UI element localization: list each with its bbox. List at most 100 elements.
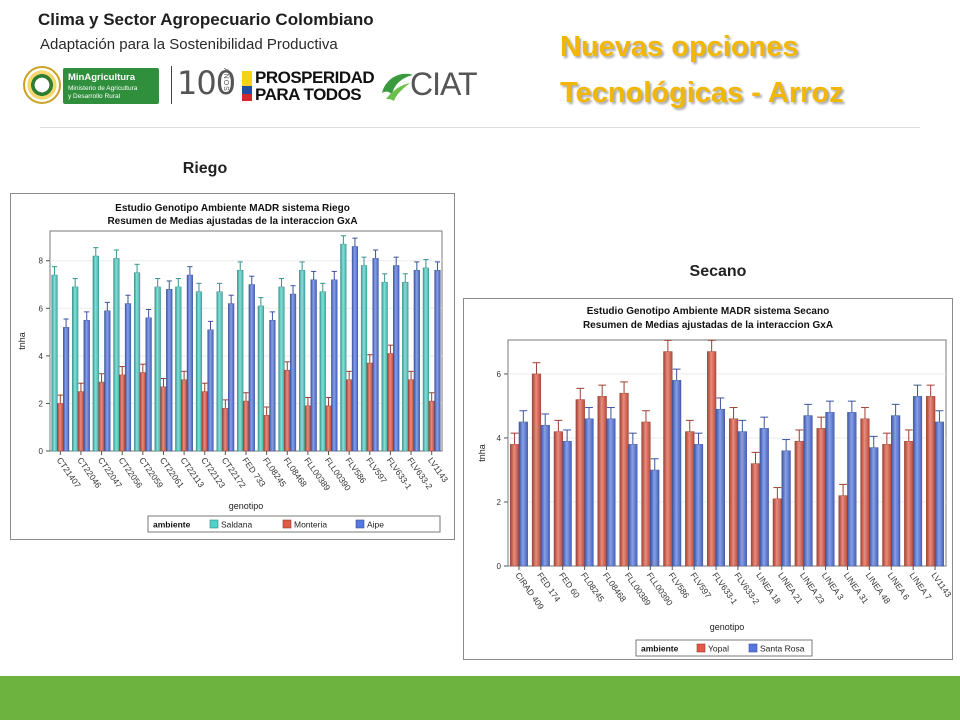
- bar-aipe: [413, 270, 420, 452]
- bar-monteria: [222, 407, 229, 452]
- minagri-line2: Ministerio de Agricultura: [68, 85, 138, 92]
- logo-divider: [171, 66, 172, 104]
- bar-santa-rosa: [540, 424, 550, 567]
- chart-title: Estudio Genotipo Ambiente MADR sistema S…: [587, 306, 829, 317]
- bar-aipe: [248, 284, 255, 452]
- bar-monteria: [366, 362, 373, 452]
- legend-item-label: Saldana: [221, 520, 252, 530]
- bar-saldana: [175, 286, 182, 452]
- chart-subtitle: Resumen de Medias ajustadas de la intera…: [583, 320, 833, 331]
- bar-yopal: [531, 373, 542, 567]
- bar-santa-rosa: [518, 421, 528, 567]
- bar-aipe: [331, 279, 338, 452]
- legend-swatch: [355, 519, 365, 529]
- bar-monteria: [242, 400, 250, 452]
- y-tick-label: 0: [39, 447, 44, 456]
- y-tick-label: 6: [497, 370, 502, 379]
- y-axis-label: tnha: [17, 332, 27, 350]
- bar-yopal: [641, 421, 651, 567]
- legend-title: ambiente: [153, 520, 191, 530]
- bar-monteria: [98, 381, 105, 452]
- prosperidad-line1: PROSPERIDAD: [255, 68, 375, 87]
- bar-aipe: [289, 293, 297, 452]
- legend-box: [635, 639, 813, 657]
- y-axis-label: tnha: [477, 444, 487, 462]
- minagricultura-logo: MinAgricultura Ministerio de Agricultura…: [63, 68, 159, 104]
- bar-santa-rosa: [650, 469, 660, 567]
- ciat-leaf-icon: [382, 73, 413, 101]
- bar-saldana: [154, 286, 161, 452]
- bar-monteria: [160, 386, 167, 452]
- bar-yopal: [597, 396, 607, 567]
- bar-yopal: [772, 498, 782, 567]
- bar-monteria: [407, 379, 415, 452]
- bar-saldana: [299, 270, 306, 452]
- bar-saldana: [216, 291, 223, 452]
- bar-santa-rosa: [912, 396, 923, 567]
- legend-title: ambiente: [641, 644, 679, 654]
- bar-aipe: [166, 289, 173, 452]
- bar-santa-rosa: [759, 428, 769, 567]
- bar-aipe: [228, 303, 235, 452]
- y-tick-label: 4: [497, 434, 502, 443]
- legend-item-label: Santa Rosa: [760, 644, 805, 654]
- bar-monteria: [304, 405, 311, 452]
- slide-title-line1: Nuevas opciones: [560, 31, 799, 63]
- bar-aipe: [434, 270, 441, 452]
- coat-of-arms-seal-icon: [23, 66, 61, 104]
- bar-saldana: [51, 274, 58, 452]
- y-tick-label: 8: [39, 257, 44, 266]
- bar-saldana: [237, 270, 244, 452]
- bar-santa-rosa: [825, 412, 835, 567]
- bar-yopal: [553, 431, 563, 567]
- bar-saldana: [113, 258, 120, 452]
- bar-aipe: [351, 246, 359, 452]
- bar-monteria: [57, 403, 64, 452]
- legend-item-label: Yopal: [708, 644, 729, 654]
- ciat-wordmark: CIAT: [410, 66, 478, 102]
- bar-yopal: [663, 351, 673, 567]
- legend-swatch: [282, 519, 292, 529]
- bar-santa-rosa: [628, 444, 638, 567]
- bar-yopal: [838, 495, 848, 567]
- bar-saldana: [72, 286, 79, 452]
- bar-aipe: [372, 258, 379, 452]
- x-axis-label: genotipo: [229, 501, 264, 511]
- bar-yopal: [707, 351, 717, 567]
- bar-santa-rosa: [781, 450, 791, 567]
- secano-label: Secano: [689, 263, 747, 280]
- legend-item-label: Aipe: [367, 520, 384, 530]
- bar-santa-rosa: [737, 431, 747, 567]
- footer-bar: [0, 676, 960, 720]
- riego-label: Riego: [182, 160, 228, 177]
- bar-saldana: [257, 305, 264, 452]
- bar-aipe: [310, 279, 317, 452]
- bar-aipe: [207, 329, 214, 452]
- x-axis-label: genotipo: [710, 622, 745, 632]
- bar-monteria: [284, 369, 291, 452]
- bar-monteria: [139, 372, 146, 452]
- bar-yopal: [619, 392, 629, 567]
- chart-subtitle: Resumen de Medias ajustadas de la intera…: [107, 216, 357, 227]
- bar-yopal: [509, 444, 520, 567]
- bar-monteria: [346, 379, 353, 452]
- bar-aipe: [104, 310, 111, 452]
- centenario-label: AÑOS: [222, 68, 229, 92]
- bar-santa-rosa: [934, 421, 945, 567]
- bar-santa-rosa: [869, 447, 879, 567]
- y-tick-label: 6: [39, 304, 44, 313]
- bar-monteria: [325, 405, 332, 452]
- bar-monteria: [201, 391, 208, 452]
- bar-yopal: [750, 463, 761, 567]
- colombia-flag-icon: [242, 71, 252, 101]
- bar-santa-rosa: [606, 418, 616, 567]
- bar-saldana: [278, 286, 285, 452]
- slide-title: Nuevas opciones Tecnológicas - Arroz: [560, 24, 844, 116]
- bar-yopal: [685, 431, 695, 567]
- bar-saldana: [360, 265, 368, 452]
- y-tick-label: 0: [497, 562, 502, 571]
- bar-yopal: [728, 418, 739, 567]
- legend-swatch: [696, 643, 706, 653]
- y-tick-label: 4: [39, 352, 44, 361]
